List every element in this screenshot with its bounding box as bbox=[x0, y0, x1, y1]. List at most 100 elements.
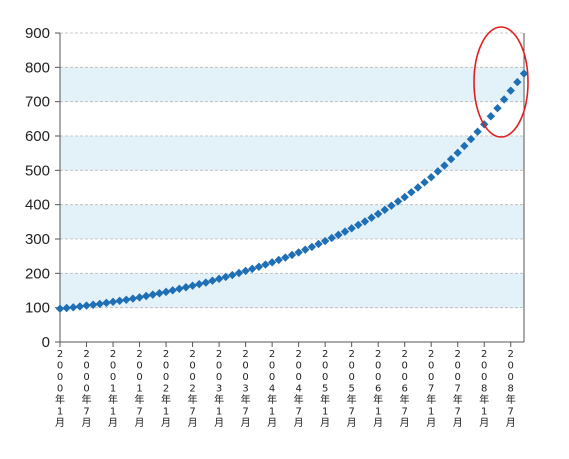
data-point-diamond bbox=[473, 127, 482, 136]
data-point-diamond bbox=[380, 205, 389, 215]
data-point-diamond bbox=[241, 266, 250, 276]
data-point-diamond bbox=[155, 289, 164, 298]
data-point-diamond bbox=[128, 294, 138, 303]
data-point-diamond bbox=[161, 287, 171, 297]
data-point-diamond bbox=[281, 253, 290, 262]
data-point-diamond bbox=[427, 173, 436, 182]
highlight-ellipse bbox=[473, 26, 529, 138]
data-point-diamond bbox=[228, 270, 237, 280]
background-band bbox=[60, 67, 524, 102]
data-point-diamond bbox=[195, 279, 204, 289]
data-point-diamond bbox=[69, 303, 78, 312]
y-tick-label: 500 bbox=[25, 162, 50, 179]
data-point-diamond bbox=[234, 268, 244, 278]
data-point-diamond bbox=[420, 178, 429, 187]
data-point-diamond bbox=[108, 297, 118, 307]
data-point-diamond bbox=[141, 291, 151, 301]
data-point-diamond bbox=[75, 302, 85, 311]
data-point-diamond bbox=[82, 301, 91, 310]
data-point-diamond bbox=[347, 224, 356, 233]
data-point-diamond bbox=[254, 262, 264, 272]
data-point-diamond bbox=[327, 233, 336, 243]
data-point-diamond bbox=[413, 183, 423, 192]
data-point-diamond bbox=[208, 276, 217, 285]
gridlines bbox=[60, 32, 524, 309]
data-point-diamond bbox=[267, 258, 277, 267]
data-point-diamond bbox=[466, 134, 476, 144]
data-point-diamond bbox=[95, 299, 104, 309]
data-point-diamond bbox=[360, 217, 370, 226]
data-point-diamond bbox=[519, 69, 529, 78]
data-point-diamond bbox=[214, 274, 224, 284]
data-point-diamond bbox=[221, 272, 230, 282]
y-tick-label: 0 bbox=[42, 334, 50, 351]
data-point-diamond bbox=[387, 201, 396, 210]
data-point-diamond bbox=[274, 255, 283, 265]
highlight-annotation bbox=[473, 26, 529, 138]
data-point-diamond bbox=[294, 248, 303, 257]
data-point-diamond bbox=[175, 284, 184, 293]
x-axis-tick-labels: 2 0 0 0 年 1 月 2 0 0 0 年 7 月 2 0 0 1 年 1 月 2 0 0 1 年 7 月 2 0 0 2 年 1 月 2 0 0 2 年… bbox=[55, 349, 516, 429]
data-point-diamond bbox=[340, 227, 350, 236]
data-point-diamond bbox=[181, 283, 191, 292]
data-point-diamond bbox=[135, 293, 144, 302]
data-point-diamond bbox=[499, 95, 509, 104]
y-axis-tick-labels: 0 100 200 300 400 500 600 700 800 900 bbox=[25, 25, 50, 351]
data-point-diamond bbox=[506, 86, 515, 95]
data-point-diamond bbox=[453, 148, 462, 158]
data-point-diamond bbox=[400, 192, 409, 202]
data-point-diamond bbox=[168, 286, 177, 295]
background-band bbox=[60, 204, 524, 239]
data-point-diamond bbox=[460, 141, 469, 151]
data-point-diamond bbox=[287, 250, 297, 260]
data-point-diamond bbox=[261, 260, 270, 269]
y-tick-label: 600 bbox=[25, 128, 50, 145]
data-point-diamond bbox=[248, 264, 257, 274]
data-point-diamond bbox=[433, 167, 443, 176]
data-point-diamond bbox=[62, 303, 71, 313]
data-point-diamond bbox=[440, 161, 449, 170]
y-tick-label: 700 bbox=[25, 94, 50, 111]
data-point-diamond bbox=[320, 236, 330, 246]
data-point-diamond bbox=[88, 300, 98, 309]
background-band bbox=[60, 273, 524, 308]
data-point-diamond bbox=[367, 213, 376, 222]
y-tick-label: 300 bbox=[25, 231, 50, 248]
data-point-diamond bbox=[314, 239, 323, 249]
data-point-diamond bbox=[446, 154, 456, 164]
data-point-diamond bbox=[407, 188, 416, 197]
data-point-diamond bbox=[513, 77, 522, 87]
data-point-diamond bbox=[373, 209, 383, 219]
data-point-diamond bbox=[493, 103, 502, 113]
data-point-diamond bbox=[393, 197, 403, 206]
data-point-diamond bbox=[122, 295, 131, 304]
y-tick-label: 900 bbox=[25, 25, 50, 42]
y-tick-label: 400 bbox=[25, 197, 50, 214]
data-point-diamond bbox=[354, 220, 363, 230]
data-point-diamond bbox=[148, 290, 157, 299]
axes bbox=[55, 32, 525, 347]
data-point-diamond bbox=[301, 245, 310, 254]
data-point-diamond bbox=[201, 278, 211, 287]
data-point-diamond bbox=[334, 230, 343, 240]
background-bands bbox=[60, 67, 524, 308]
data-points bbox=[55, 69, 529, 313]
data-point-diamond bbox=[55, 304, 65, 313]
